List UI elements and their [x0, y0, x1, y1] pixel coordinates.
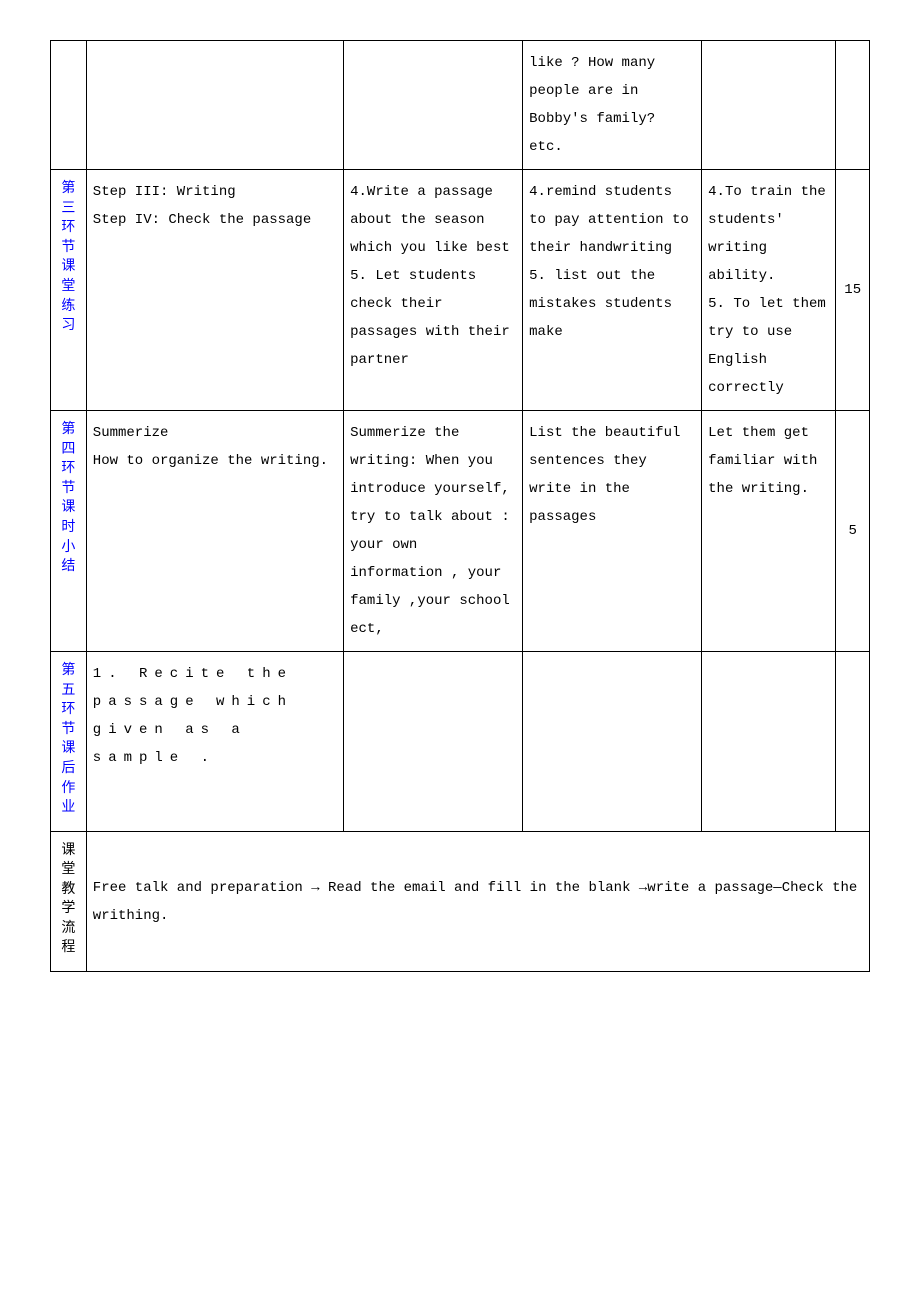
cell-flow-content: Free talk and preparation → Read the ema…: [86, 832, 869, 972]
cell-empty: [836, 41, 870, 170]
cell-empty: [702, 652, 836, 832]
cell-step3-activity: 4.Write a passage about the season which…: [344, 170, 523, 411]
cell-step3-teacher: 4.remind students to pay attention to th…: [523, 170, 702, 411]
row-label-step3: 第三环节课堂练习: [51, 170, 87, 411]
cell-step3-purpose: 4.To train the students' writing ability…: [702, 170, 836, 411]
cell-step4-purpose: Let them get familiar with the writing.: [702, 411, 836, 652]
table-row: 课堂教学流程 Free talk and preparation → Read …: [51, 832, 870, 972]
cell-content: like ? How many people are in Bobby's fa…: [523, 41, 702, 170]
cell-step4-time: 5: [836, 411, 870, 652]
row-label-step4: 第四环节课时小结: [51, 411, 87, 652]
table-row: 第三环节课堂练习 Step III: Writing Step IV: Chec…: [51, 170, 870, 411]
cell-empty: [344, 41, 523, 170]
cell-empty: [836, 652, 870, 832]
cell-empty: [702, 41, 836, 170]
table-row: like ? How many people are in Bobby's fa…: [51, 41, 870, 170]
cell-step3-main: Step III: Writing Step IV: Check the pas…: [86, 170, 343, 411]
table-row: 第四环节课时小结 Summerize How to organize the w…: [51, 411, 870, 652]
cell-step5-main: 1. Recite the passage which given as a s…: [86, 652, 343, 832]
row-label-empty: [51, 41, 87, 170]
row-label-step5: 第五环节课后作业: [51, 652, 87, 832]
row-label-flow: 课堂教学流程: [51, 832, 87, 972]
cell-empty: [523, 652, 702, 832]
cell-step4-activity: Summerize the writing: When you introduc…: [344, 411, 523, 652]
table-row: 第五环节课后作业 1. Recite the passage which giv…: [51, 652, 870, 832]
cell-step3-time: 15: [836, 170, 870, 411]
lesson-plan-table: like ? How many people are in Bobby's fa…: [50, 40, 870, 972]
cell-empty: [344, 652, 523, 832]
cell-step4-teacher: List the beautiful sentences they write …: [523, 411, 702, 652]
cell-empty: [86, 41, 343, 170]
cell-step4-main: Summerize How to organize the writing.: [86, 411, 343, 652]
